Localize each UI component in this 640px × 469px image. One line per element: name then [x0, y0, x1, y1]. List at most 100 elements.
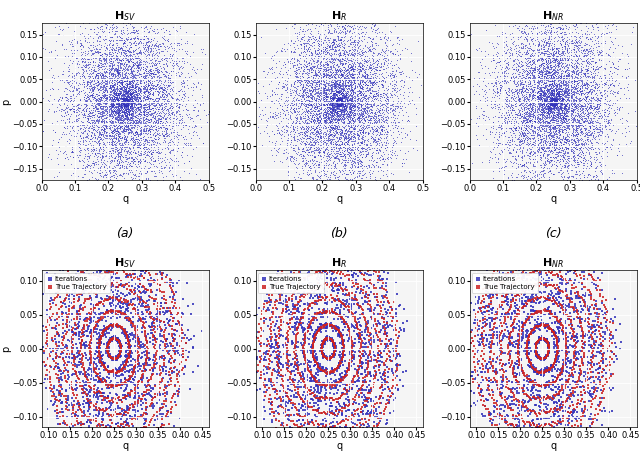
Point [83, 133, 93, 140]
Point [534, 127, 545, 134]
Point [103, 36, 113, 44]
Point [559, 42, 569, 50]
Iterations [502, 311, 512, 318]
Iterations [343, 393, 353, 401]
Iterations [476, 380, 486, 387]
Point [551, 96, 561, 104]
Iterations [31, 318, 41, 325]
True Trajectory [579, 272, 589, 280]
Point [291, 168, 301, 175]
Iterations [86, 314, 96, 322]
Point [533, 52, 543, 59]
Point [81, 10, 92, 18]
Point [506, 86, 516, 93]
Point [115, 171, 125, 178]
Point [535, 91, 545, 99]
Point [372, 51, 382, 58]
Point [154, 95, 164, 103]
Point [104, 138, 114, 146]
Point [574, 76, 584, 83]
Point [117, 100, 127, 107]
True Trajectory [328, 338, 338, 346]
Point [92, 0, 102, 8]
True Trajectory [378, 311, 388, 318]
Point [90, 137, 100, 144]
Point [493, 155, 503, 162]
Iterations [358, 352, 368, 360]
Point [125, 110, 136, 117]
Point [153, 136, 163, 143]
Point [575, 68, 585, 76]
True Trajectory [107, 335, 117, 343]
Point [536, 132, 547, 140]
True Trajectory [547, 310, 557, 318]
Iterations [517, 319, 527, 327]
Point [116, 123, 126, 131]
Iterations [342, 436, 353, 443]
True Trajectory [488, 330, 498, 337]
Iterations [525, 310, 536, 318]
True Trajectory [348, 250, 358, 257]
Point [332, 113, 342, 120]
Point [366, 114, 376, 121]
Point [340, 106, 351, 113]
True Trajectory [274, 370, 284, 377]
Iterations [531, 339, 541, 346]
Iterations [378, 371, 388, 378]
Point [160, 114, 170, 122]
Point [364, 54, 374, 61]
Point [584, 87, 595, 95]
Point [120, 102, 131, 110]
Point [593, 175, 603, 182]
Point [333, 140, 344, 148]
Point [300, 68, 310, 75]
Point [548, 52, 559, 60]
Point [314, 161, 324, 168]
True Trajectory [329, 349, 339, 357]
Point [87, 122, 97, 129]
Point [104, 132, 114, 140]
True Trajectory [289, 273, 299, 281]
Point [355, 79, 365, 87]
Point [547, 124, 557, 132]
Point [356, 26, 366, 33]
Point [396, 102, 406, 110]
Iterations [570, 258, 580, 266]
Point [348, 169, 358, 177]
True Trajectory [585, 365, 595, 373]
True Trajectory [522, 258, 532, 265]
Point [61, 137, 72, 145]
Point [167, 93, 177, 101]
Iterations [326, 354, 336, 361]
Point [327, 143, 337, 150]
Point [147, 119, 157, 126]
Point [294, 119, 304, 126]
Point [347, 45, 357, 53]
True Trajectory [85, 399, 95, 407]
Point [577, 103, 588, 110]
Point [294, 59, 304, 67]
True Trajectory [522, 343, 532, 351]
Point [364, 148, 374, 156]
Point [570, 121, 580, 129]
Iterations [303, 277, 313, 285]
Point [375, 120, 385, 128]
Iterations [340, 371, 350, 378]
Point [301, 140, 311, 148]
Iterations [545, 308, 556, 315]
True Trajectory [282, 346, 292, 354]
Point [300, 119, 310, 126]
Point [105, 0, 115, 5]
Point [298, 83, 308, 90]
True Trajectory [125, 286, 135, 294]
Point [128, 39, 138, 46]
Point [317, 73, 327, 80]
Point [556, 144, 566, 151]
Point [601, 80, 611, 87]
Iterations [563, 368, 573, 376]
True Trajectory [154, 389, 164, 396]
Point [93, 181, 103, 188]
Point [122, 83, 132, 91]
Iterations [536, 356, 546, 363]
Point [326, 38, 337, 46]
